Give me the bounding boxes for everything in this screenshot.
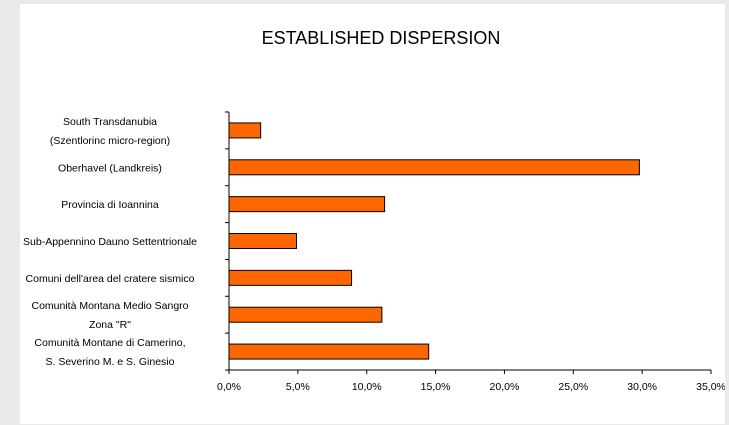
bar (228, 269, 353, 286)
chart-frame: ESTABLISHED DISPERSION 0,0% 5,0% 10,0% 15,0… (20, 4, 725, 424)
bar-chart: ESTABLISHED DISPERSION 0,0% 5,0% 10,0% 15,0… (23, 28, 725, 393)
x-tick-label: 20,0% (490, 381, 520, 393)
bar (228, 159, 640, 176)
x-tick-label: 5,0% (286, 381, 310, 393)
x-tick-label: 35,0% (696, 381, 725, 393)
plot-area: 0,0% 5,0% 10,0% 15,0% 20,0% 25,0% 30,0% 35,0% So… (23, 111, 725, 393)
x-tick-label: 25,0% (558, 381, 588, 393)
bar (228, 306, 383, 323)
category-label: S. Severino M. e S. Ginesio (46, 356, 175, 368)
category-label: Sub-Appennino Dauno Settentrionale (23, 236, 197, 248)
x-tick-label: 30,0% (627, 381, 657, 393)
x-tick-label: 0,0% (217, 381, 241, 393)
bar (228, 343, 430, 360)
bar (228, 122, 262, 139)
chart-title: ESTABLISHED DISPERSION (262, 28, 501, 48)
category-label: Provincia di Ioannina (61, 199, 159, 211)
x-tick-label: 15,0% (421, 381, 451, 393)
x-tick-label: 10,0% (352, 381, 382, 393)
category-label: Comunità Montana Medio Sangro (31, 300, 188, 312)
category-label: (Szentlorinc micro-region) (50, 135, 170, 147)
category-label: Comuni dell'area del cratere sismico (26, 273, 195, 285)
category-label: Zona "R" (89, 319, 131, 331)
category-label: Oberhavel (Landkreis) (58, 162, 162, 174)
bar (228, 196, 386, 213)
category-label: Comunità Montane di Camerino, (34, 337, 185, 349)
bar (228, 233, 297, 249)
category-label: South Transdanubia (63, 116, 157, 128)
